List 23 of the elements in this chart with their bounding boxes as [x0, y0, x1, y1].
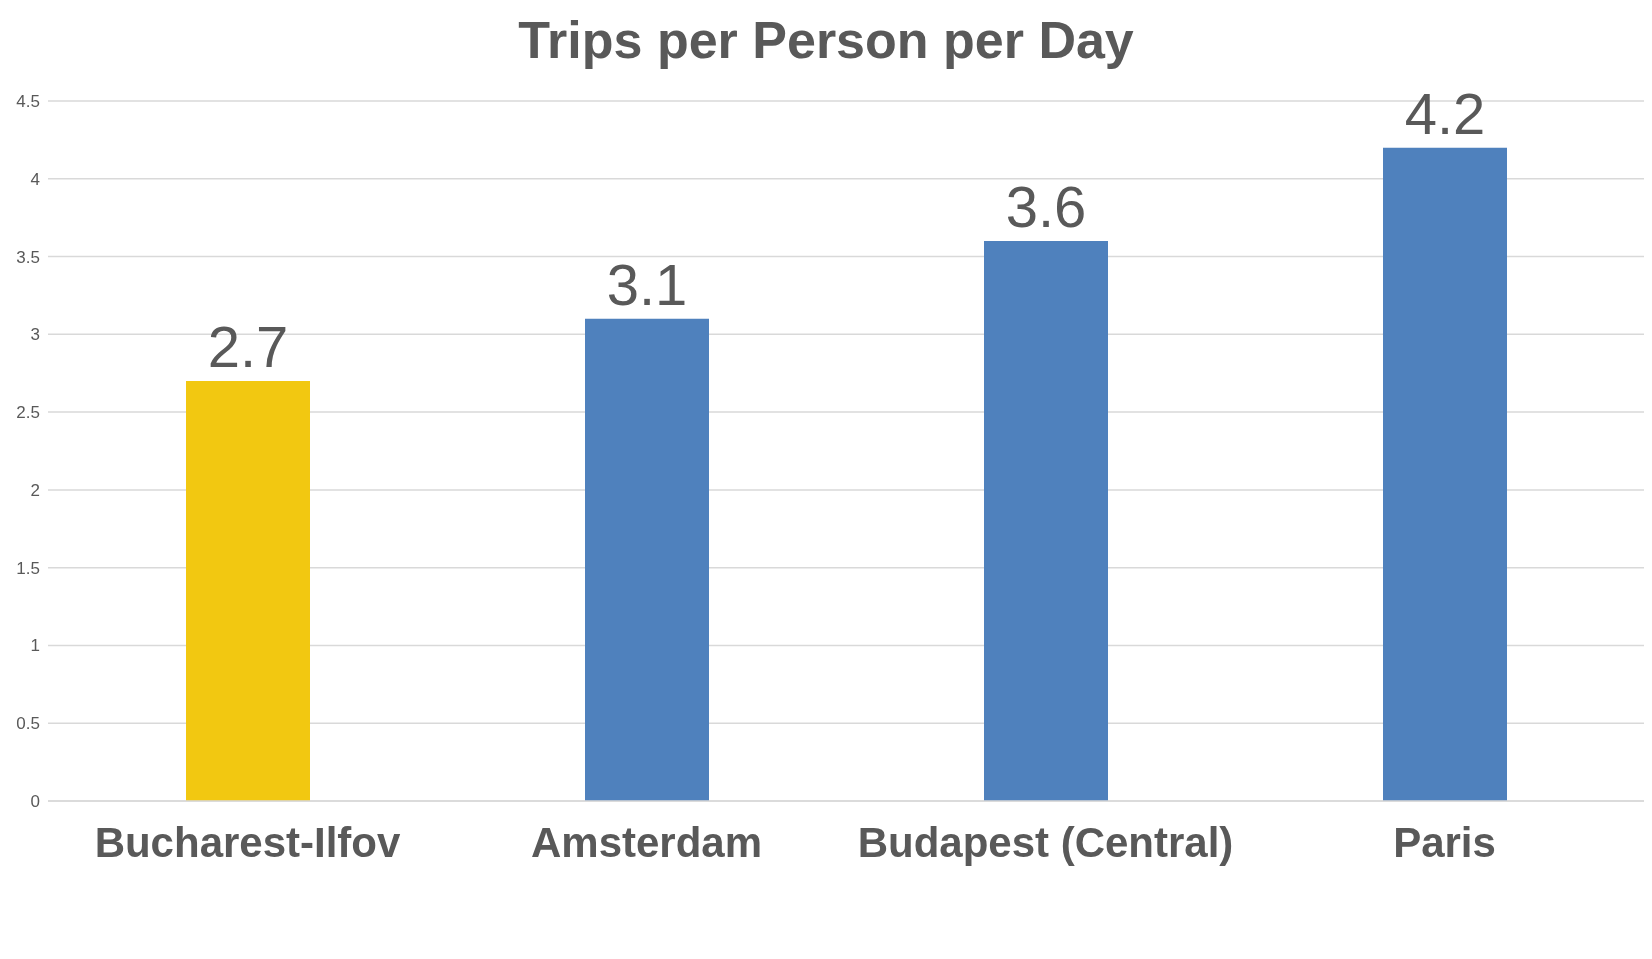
chart-title: Trips per Person per Day	[518, 11, 1134, 69]
y-tick-label: 1.5	[16, 558, 40, 578]
bar	[186, 381, 310, 801]
y-tick-label: 3.5	[16, 247, 40, 267]
y-tick-label: 2.5	[16, 403, 40, 423]
data-label: 4.2	[1404, 80, 1486, 146]
data-label: 3.1	[606, 251, 688, 317]
x-tick-label: Amsterdam	[530, 818, 763, 866]
y-tick-label: 0	[30, 792, 40, 812]
y-tick-label: 4.5	[16, 92, 40, 112]
x-tick-label: Budapest (Central)	[857, 818, 1234, 866]
y-tick-label: 1	[30, 636, 40, 656]
x-tick-label: Paris	[1393, 818, 1496, 866]
y-tick-label: 4	[30, 169, 40, 189]
x-tick-label: Bucharest-Ilfov	[94, 818, 401, 866]
bar	[585, 318, 709, 801]
y-tick-label: 3	[30, 325, 40, 345]
data-label: 2.7	[207, 314, 289, 379]
y-tick-label: 0.5	[16, 714, 40, 734]
y-tick-label: 2	[30, 480, 40, 500]
data-label: 3.6	[1005, 174, 1087, 239]
bar	[1383, 147, 1507, 801]
bar	[984, 241, 1108, 801]
